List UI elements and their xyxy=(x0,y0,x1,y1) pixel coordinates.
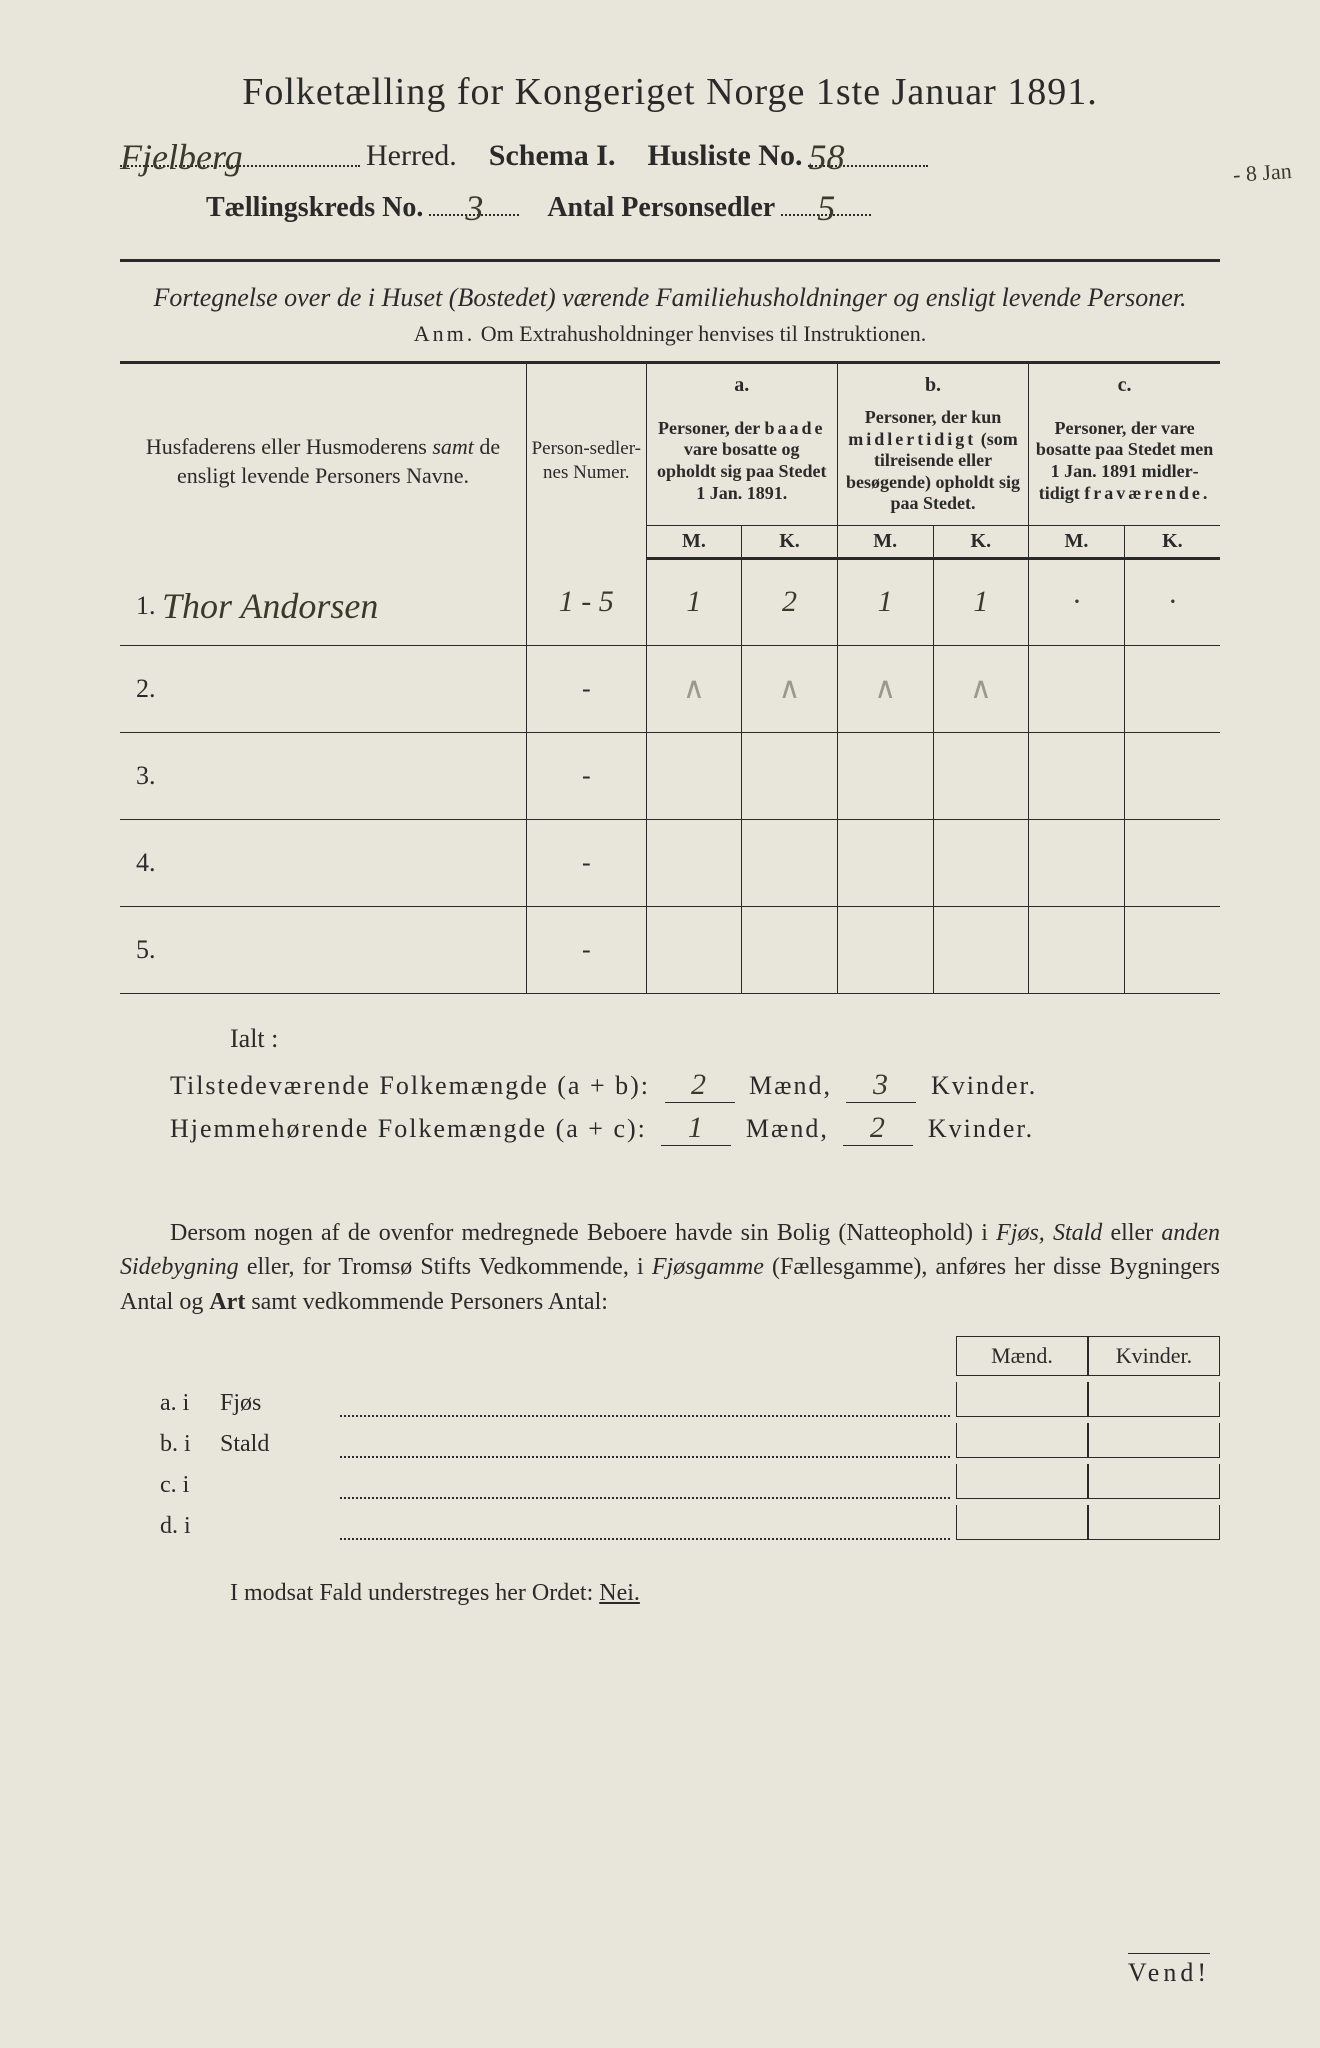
schema-label: Schema I. xyxy=(489,139,616,173)
sum-line-1: Tilstedeværende Folkemængde (a + b): 2 M… xyxy=(170,1068,1220,1103)
margin-note: - 8 Jan xyxy=(1233,158,1293,188)
col-c-top: c. xyxy=(1029,363,1220,404)
col-b-top: b. xyxy=(837,363,1028,404)
page-title: Folketælling for Kongeriget Norge 1ste J… xyxy=(120,70,1220,114)
sum2-k: 2 xyxy=(843,1111,913,1146)
kreds-handwritten: 3 xyxy=(465,188,483,228)
antal-label: Antal Personsedler xyxy=(547,192,775,224)
herred-handwritten: Fjelberg xyxy=(120,137,243,177)
name-hand: Thor Andorsen xyxy=(162,586,378,626)
table-row: 5. - xyxy=(120,906,1220,993)
building-table: Mænd. Kvinder. a. i Fjøs b. i Stald c. i… xyxy=(120,1336,1220,1540)
census-table: Husfaderens eller Husmoderens samt de en… xyxy=(120,361,1220,993)
col-num-header: Person-sedler-nes Numer. xyxy=(527,363,647,559)
mk-header: K. xyxy=(742,526,838,559)
kreds-label: Tællingskreds No. xyxy=(206,192,423,224)
census-form-page: Folketælling for Kongeriget Norge 1ste J… xyxy=(0,0,1320,2048)
sum1-m: 2 xyxy=(665,1068,735,1103)
building-row: c. i xyxy=(120,1464,1220,1499)
header-line-1: Fjelberg Herred. Schema I. Husliste No. … xyxy=(120,132,1220,173)
building-row: b. i Stald xyxy=(120,1423,1220,1458)
mk-k-header: Kvinder. xyxy=(1088,1336,1220,1376)
subtitle: Fortegnelse over de i Huset (Bostedet) v… xyxy=(120,280,1220,315)
ialt-label: Ialt : xyxy=(230,1024,1220,1054)
building-row: a. i Fjøs xyxy=(120,1382,1220,1417)
sum2-m: 1 xyxy=(661,1111,731,1146)
table-row: 3. - xyxy=(120,732,1220,819)
table-row: 4. - xyxy=(120,819,1220,906)
mk-header: M. xyxy=(646,526,742,559)
table-row: 2. - ∧ ∧ ∧ ∧ xyxy=(120,645,1220,732)
col-a-header: Personer, der baade vare bo­satte og oph… xyxy=(646,403,837,525)
divider xyxy=(120,259,1220,262)
nei-line: I modsat Fald understreges her Ordet: Ne… xyxy=(120,1580,1220,1607)
table-row: 1. Thor Andorsen 1 - 5 1 2 1 1 · · xyxy=(120,559,1220,646)
sum1-k: 3 xyxy=(846,1068,916,1103)
building-row: d. i xyxy=(120,1505,1220,1540)
col-a-top: a. xyxy=(646,363,837,404)
col-c-header: Personer, der vare bosatte paa Stedet me… xyxy=(1029,403,1220,525)
mk-header: M. xyxy=(1029,526,1125,559)
building-paragraph: Dersom nogen af de ovenfor medregnede Be… xyxy=(120,1216,1220,1320)
col-b-header: Personer, der kun midler­tidigt (som til… xyxy=(837,403,1028,525)
header-line-2: Tællingskreds No. 3 Antal Personsedler 5 xyxy=(120,183,1220,224)
mk-header: K. xyxy=(1124,526,1220,559)
husliste-label: Husliste No. xyxy=(647,139,802,173)
herred-label: Herred. xyxy=(366,139,457,173)
husliste-handwritten: 58 xyxy=(808,137,844,177)
mk-header: K. xyxy=(933,526,1029,559)
nei-word: Nei. xyxy=(599,1580,640,1606)
vend-label: Vend! xyxy=(1128,1953,1210,1988)
col-name-header: Husfaderens eller Husmoderens samt de en… xyxy=(120,363,527,559)
mk-header: M. xyxy=(837,526,933,559)
anm-text: Om Extrahusholdninger henvises til Instr… xyxy=(481,321,926,346)
antal-handwritten: 5 xyxy=(817,188,835,228)
anm-line: Anm. Om Extrahusholdninger henvises til … xyxy=(120,321,1220,347)
anm-label: Anm. xyxy=(414,321,476,346)
sum-line-2: Hjemmehørende Folkemængde (a + c): 1 Mæn… xyxy=(170,1111,1220,1146)
mk-m-header: Mænd. xyxy=(956,1336,1088,1376)
